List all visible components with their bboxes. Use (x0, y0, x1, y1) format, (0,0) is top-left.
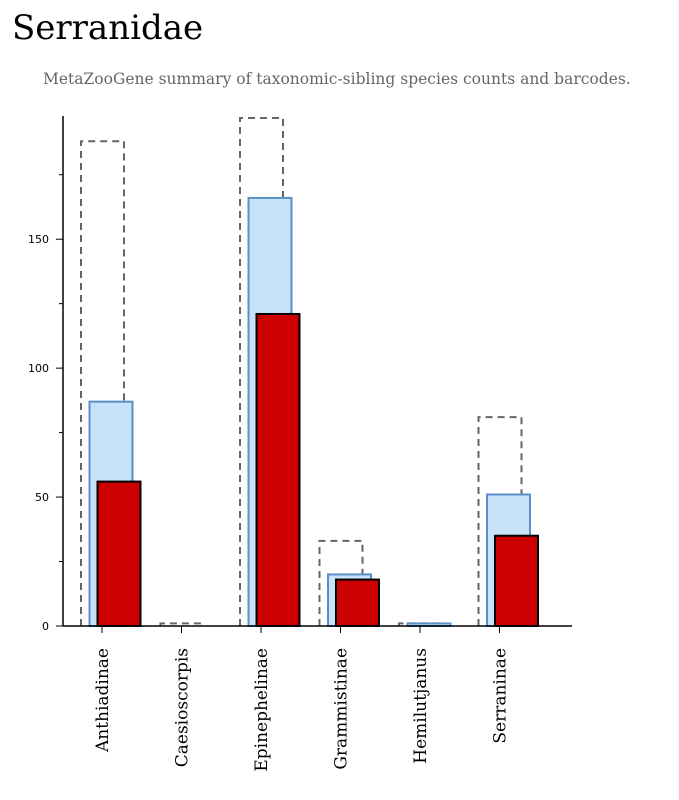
outline-bar-serraninae (477, 416, 523, 626)
outline-bar-caesioscorpis (159, 622, 205, 626)
y-tick-label: 150 (28, 233, 49, 246)
y-tick-label: 50 (35, 491, 49, 504)
x-category-label: Serraninae (491, 648, 511, 744)
x-category-label: Hemilutjanus (411, 648, 431, 764)
chart-subtitle: MetaZooGene summary of taxonomic-sibling… (43, 70, 631, 88)
x-category-label: Caesioscorpis (173, 648, 193, 767)
x-category-label: Grammistinae (332, 648, 352, 770)
front-bar-epinephelinae (255, 312, 301, 627)
front-bar-anthiadinae (96, 480, 142, 627)
x-category-label: Anthiadinae (93, 648, 113, 753)
chart-title: Serranidae (12, 8, 204, 48)
front-bar-serraninae (494, 534, 539, 628)
y-tick-label: 100 (28, 362, 49, 375)
x-category-label: Epinephelinae (252, 648, 272, 772)
front-bar-grammistinae (335, 578, 380, 627)
outline-bar-anthiadinae (80, 140, 125, 626)
y-tick-label: 0 (42, 620, 49, 633)
